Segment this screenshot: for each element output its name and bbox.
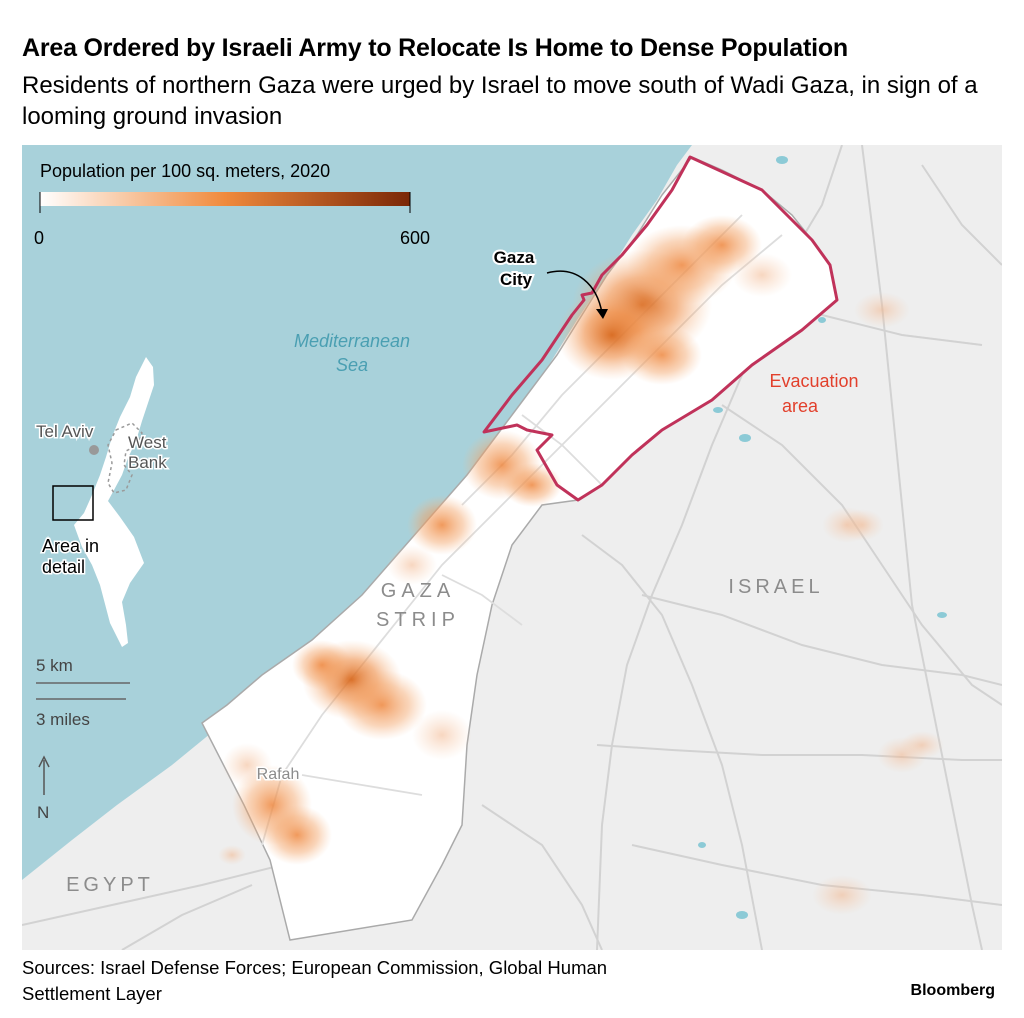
evacuation-area-label-2: area: [782, 396, 819, 416]
chart-subtitle: Residents of northern Gaza were urged by…: [22, 72, 978, 130]
water-bodies: [698, 156, 947, 919]
sources-line-1: Sources: Israel Defense Forces; European…: [22, 957, 608, 978]
mediterranean-sea: [22, 145, 692, 880]
north-label: N: [37, 803, 49, 822]
legend-min-label: 0: [34, 228, 44, 248]
west-bank-label-2: Bank: [128, 453, 167, 472]
area-in-detail-label: Area in: [42, 536, 99, 556]
population-in-strip: [222, 215, 792, 865]
evacuation-area-label: Evacuation: [769, 371, 858, 391]
legend: Population per 100 sq. meters, 2020 0 60…: [34, 161, 430, 248]
sea-label: Mediterranean: [294, 331, 410, 351]
map-panel: Mediterranean Sea Gaza City Evacuation a…: [22, 145, 1002, 950]
evacuation-area-outline: [482, 155, 839, 502]
north-arrowhead-icon: [38, 755, 50, 768]
tel-aviv-label: Tel Aviv: [36, 422, 94, 441]
west-bank-label: West: [128, 433, 167, 452]
map-svg: Mediterranean Sea Gaza City Evacuation a…: [22, 145, 1002, 950]
rafah-label: Rafah: [257, 766, 300, 783]
israel-outline: [74, 357, 154, 647]
locator-inset: Tel Aviv West Bank Area in detail: [35, 357, 169, 647]
legend-title: Population per 100 sq. meters, 2020: [40, 161, 330, 181]
scale-km-label: 5 km: [36, 656, 73, 675]
sources: Sources: Israel Defense Forces; European…: [22, 955, 762, 1007]
scale-bar: 5 km 3 miles: [36, 656, 130, 729]
west-bank-outline: [107, 422, 143, 494]
gaza-city-leader: [546, 270, 603, 314]
tel-aviv-marker: [89, 445, 99, 455]
gaza-city-leader-arrowhead: [596, 309, 608, 319]
israel-label: ISRAEL: [728, 576, 823, 598]
gaza-strip-label-2: STRIP: [376, 609, 460, 631]
sea-label-2: Sea: [336, 355, 368, 375]
scale-miles-label: 3 miles: [36, 710, 90, 729]
gaza-city-label: Gaza: [494, 248, 535, 267]
gaza-city-label-2: City: [500, 270, 533, 289]
area-in-detail-box: [52, 485, 94, 521]
sources-line-2: Settlement Layer: [22, 983, 162, 1004]
chart-title: Area Ordered by Israeli Army to Relocate…: [22, 34, 848, 62]
area-in-detail-label-2: detail: [42, 557, 85, 577]
egypt-label: EGYPT: [66, 874, 154, 896]
bloomberg-logo: Bloomberg: [910, 982, 995, 999]
population-outside-strip: [218, 292, 944, 915]
north-arrow: N: [37, 755, 50, 822]
legend-color-bar: [40, 192, 410, 206]
legend-max-label: 600: [400, 228, 430, 248]
gaza-strip-label: GAZA: [381, 580, 455, 602]
